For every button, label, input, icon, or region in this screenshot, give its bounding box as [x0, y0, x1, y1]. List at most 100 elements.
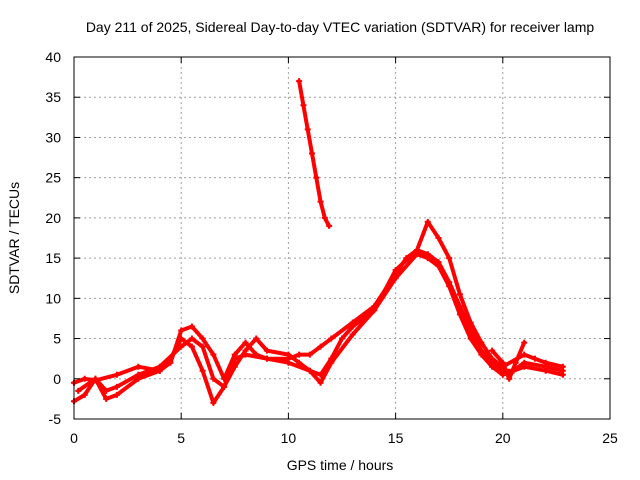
y-tick-label: 5 [53, 331, 61, 347]
data-point [296, 351, 303, 358]
data-point [178, 327, 185, 334]
data-point [304, 126, 311, 133]
data-point [321, 214, 328, 221]
y-tick-label: 10 [45, 290, 61, 306]
axis-ticks: 0 5 10 15 20 25 -5 0 5 10 15 20 25 30 35 40 [45, 49, 618, 446]
data-point [392, 275, 399, 282]
data-point [506, 375, 513, 382]
data-point [231, 355, 238, 362]
data-point [339, 335, 345, 342]
y-tick-label: 0 [53, 371, 61, 387]
x-tick-label: 20 [495, 430, 511, 446]
data-point [188, 343, 195, 350]
data-point [81, 375, 88, 382]
data-point [285, 351, 292, 358]
series-track-b [71, 251, 566, 405]
data-point [328, 335, 335, 342]
data-point [221, 383, 228, 390]
data-point [326, 222, 333, 229]
data-point [499, 371, 506, 378]
data-point [210, 399, 217, 406]
data-point [135, 363, 142, 370]
data-point [521, 339, 528, 346]
data-point [199, 367, 206, 374]
data-series [71, 78, 566, 406]
series-track-d [296, 78, 333, 229]
data-point [188, 335, 195, 342]
data-point [199, 335, 206, 342]
data-point [210, 351, 217, 358]
data-point [188, 323, 195, 330]
data-point [317, 198, 324, 205]
data-point [242, 347, 249, 354]
data-point [81, 391, 88, 398]
data-point [467, 335, 474, 342]
data-point [263, 355, 270, 362]
data-point [75, 387, 82, 394]
y-tick-label: 40 [45, 49, 61, 65]
data-point [308, 150, 315, 157]
data-point [317, 343, 324, 350]
data-point [103, 395, 110, 402]
data-point [306, 351, 313, 358]
data-point [178, 335, 185, 342]
data-point [478, 339, 485, 346]
data-point [435, 235, 442, 241]
data-point [446, 283, 453, 290]
chart-title: Day 211 of 2025, Sidereal Day-to-day VTE… [86, 19, 595, 35]
data-point [478, 351, 485, 358]
data-point [414, 247, 421, 254]
data-point [521, 351, 528, 358]
x-tick-label: 5 [177, 430, 185, 446]
data-point [253, 335, 260, 342]
data-point [349, 323, 356, 330]
y-tick-label: 35 [45, 89, 61, 105]
y-tick-label: 15 [45, 250, 61, 266]
data-point [371, 307, 378, 314]
data-point [242, 339, 249, 346]
data-point [467, 319, 474, 326]
x-tick-label: 10 [281, 430, 297, 446]
y-axis-label: SDTVAR / TECUs [6, 182, 22, 294]
x-tick-label: 25 [602, 430, 618, 446]
data-point [542, 367, 549, 374]
data-point [559, 363, 566, 370]
data-point [103, 387, 110, 394]
data-point [424, 218, 431, 225]
data-point [313, 174, 320, 181]
data-point [113, 383, 120, 390]
y-tick-label: 20 [45, 210, 61, 226]
data-point [296, 359, 303, 366]
y-tick-label: -5 [49, 411, 62, 427]
data-point [317, 371, 324, 378]
data-point [296, 78, 303, 85]
data-point [392, 267, 399, 274]
data-point [489, 355, 496, 362]
x-tick-label: 15 [388, 430, 404, 446]
data-point [135, 375, 142, 382]
data-point [285, 359, 292, 366]
data-point [113, 371, 120, 378]
grid-lines [74, 57, 610, 419]
data-point [559, 371, 566, 378]
data-point [317, 379, 324, 386]
data-point [92, 375, 99, 382]
data-point [231, 363, 238, 370]
y-tick-label: 30 [45, 129, 61, 145]
data-point [499, 359, 506, 366]
data-point [199, 343, 206, 350]
data-point [456, 291, 463, 298]
data-point [531, 355, 538, 362]
data-point [456, 311, 463, 318]
data-point [435, 263, 442, 270]
data-point [521, 363, 528, 370]
data-point [542, 359, 549, 366]
data-point [489, 347, 496, 354]
data-point [300, 102, 307, 109]
data-point [167, 355, 174, 362]
data-point [349, 331, 356, 338]
data-point [328, 359, 335, 366]
y-tick-label: 25 [45, 170, 61, 186]
